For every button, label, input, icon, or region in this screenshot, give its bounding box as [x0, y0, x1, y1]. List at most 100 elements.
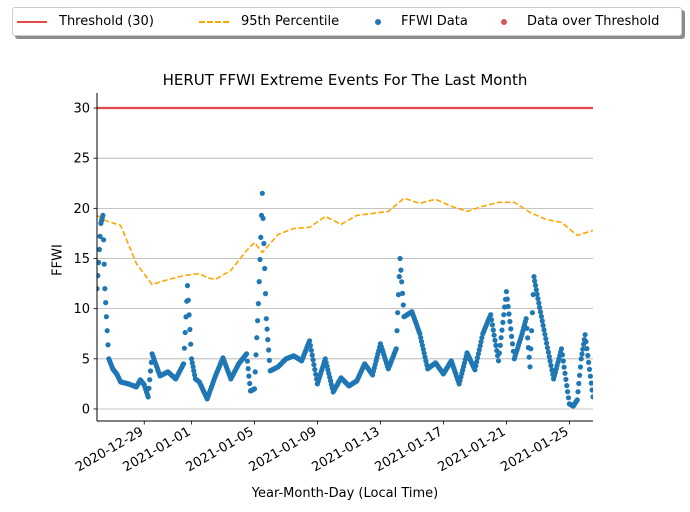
- data-point: [181, 345, 187, 351]
- y-tick-label: 10: [73, 302, 90, 317]
- data-point: [577, 372, 583, 378]
- data-point: [191, 368, 197, 374]
- y-tick-label: 25: [73, 152, 90, 167]
- data-point: [588, 380, 593, 386]
- data-point: [97, 259, 102, 266]
- data-point: [255, 318, 261, 324]
- data-point: [506, 311, 512, 317]
- data-point: [255, 301, 261, 307]
- legend-label-ffwi-data: FFWI Data: [401, 14, 468, 29]
- data-point: [586, 366, 593, 372]
- data-point: [538, 313, 545, 320]
- data-point: [97, 233, 103, 239]
- x-tick-label: 2021-01-25: [498, 424, 571, 475]
- x-tick-label: 2021-01-17: [372, 424, 445, 475]
- data-point: [262, 291, 269, 297]
- data-point: [103, 314, 109, 320]
- data-point: [310, 357, 316, 363]
- data-point: [311, 362, 317, 368]
- data-point: [534, 291, 540, 297]
- data-point: [421, 350, 427, 356]
- data-point: [188, 341, 194, 347]
- data-point: [245, 366, 251, 372]
- legend-swatch-percentile: [199, 20, 229, 23]
- data-point: [419, 342, 425, 348]
- legend-item-threshold: Threshold (30): [17, 8, 154, 35]
- data-point: [509, 333, 515, 339]
- data-point: [417, 331, 423, 337]
- data-point: [565, 395, 572, 401]
- data-point: [531, 274, 537, 280]
- data-point: [263, 316, 269, 322]
- data-point: [503, 289, 509, 295]
- data-point: [528, 346, 534, 352]
- data-point: [565, 389, 571, 395]
- data-point: [491, 332, 497, 338]
- y-tick-label: 20: [73, 202, 90, 217]
- data-point: [422, 354, 428, 360]
- data-point: [479, 335, 485, 341]
- data-point: [472, 367, 478, 373]
- data-point: [562, 370, 568, 376]
- data-point: [146, 385, 152, 391]
- data-point: [508, 326, 514, 332]
- x-axis-label: Year-Month-Day (Local Time): [251, 486, 439, 501]
- data-point: [264, 326, 270, 332]
- data-point: [532, 278, 538, 284]
- data-point: [312, 366, 318, 373]
- data-point: [546, 354, 552, 360]
- data-point: [253, 352, 259, 358]
- legend-swatch-threshold: [17, 20, 47, 23]
- series-ffwi-data: [97, 190, 593, 409]
- data-point: [396, 274, 402, 280]
- data-point: [259, 190, 265, 196]
- data-point: [542, 331, 548, 337]
- data-point: [559, 352, 566, 358]
- legend-label-over-threshold: Data over Threshold: [527, 14, 660, 29]
- data-point: [505, 303, 511, 310]
- data-point: [544, 345, 551, 351]
- data-point: [477, 343, 483, 349]
- data-point: [188, 356, 195, 362]
- data-point: [257, 256, 263, 263]
- data-point: [400, 302, 406, 308]
- data-point: [418, 335, 424, 341]
- data-point: [307, 338, 313, 344]
- data-point: [530, 292, 536, 298]
- data-point: [561, 364, 567, 370]
- data-point: [423, 358, 429, 364]
- y-tick-label: 15: [73, 252, 90, 267]
- data-point: [399, 290, 406, 296]
- data-point: [476, 347, 482, 353]
- legend-label-percentile: 95th Percentile: [241, 14, 340, 29]
- data-point: [393, 346, 399, 352]
- data-point: [523, 316, 529, 322]
- y-tick-label: 0: [82, 402, 90, 417]
- data-point: [583, 339, 589, 345]
- data-point: [529, 328, 535, 334]
- data-point: [258, 234, 264, 240]
- data-point: [493, 342, 499, 348]
- data-point: [580, 346, 586, 352]
- data-point: [509, 341, 516, 347]
- data-point: [533, 287, 539, 293]
- data-point: [574, 397, 580, 403]
- data-point: [537, 309, 544, 315]
- data-point: [543, 336, 549, 342]
- legend-item-over-threshold: Data over Threshold: [489, 8, 659, 35]
- data-point: [582, 332, 588, 338]
- data-point: [187, 326, 193, 333]
- data-point: [182, 329, 188, 336]
- data-point: [145, 394, 151, 400]
- data-point: [418, 338, 425, 345]
- legend-swatch-ffwi-data: [375, 18, 381, 25]
- series-line-95th-percentile: [97, 197, 593, 286]
- data-point: [564, 383, 570, 389]
- data-point: [184, 283, 191, 289]
- data-point: [539, 318, 545, 324]
- data-point: [394, 328, 400, 334]
- data-point: [578, 356, 584, 362]
- data-point: [535, 296, 541, 302]
- data-point: [251, 386, 258, 392]
